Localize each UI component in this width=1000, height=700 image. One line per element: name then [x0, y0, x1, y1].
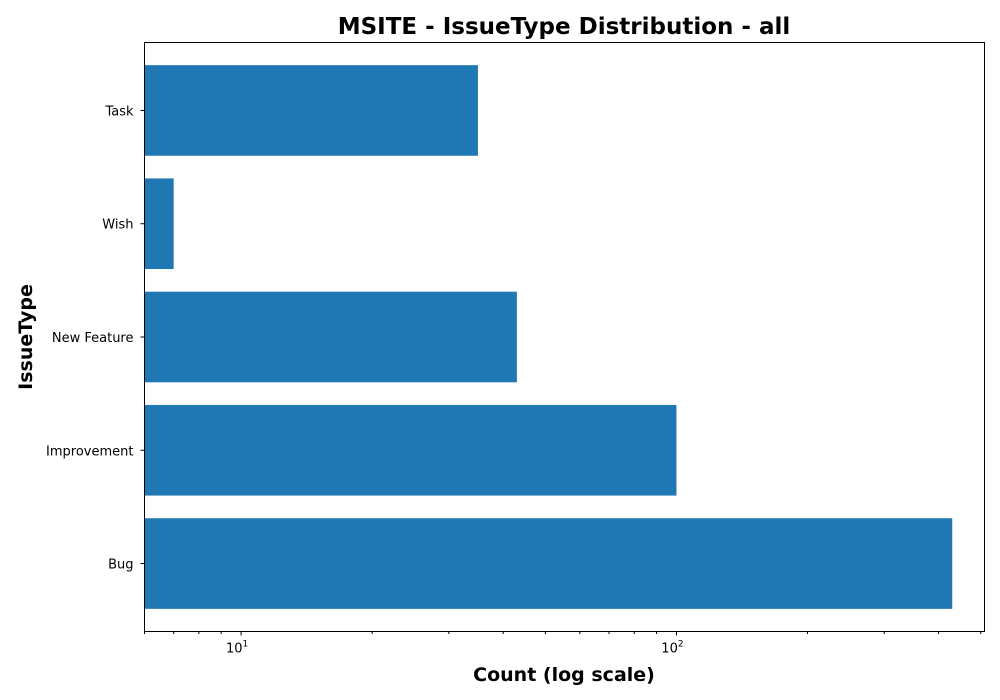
chart-title: MSITE - IssueType Distribution - all [338, 14, 791, 40]
y-axis-label: IssueType [15, 284, 37, 390]
bars-group [144, 65, 953, 609]
y-tick-label: Bug [108, 558, 133, 573]
y-tick-label: Wish [102, 218, 133, 233]
y-tick-label: Task [104, 104, 134, 119]
bar-wish [144, 178, 174, 270]
y-axis-ticks: Bug Improvement New Feature Wish Task [46, 104, 145, 573]
x-tick-label: 101 [226, 640, 248, 657]
y-tick-label: New Feature [52, 331, 134, 346]
x-axis-ticks: 101 102 [144, 631, 982, 657]
bar-improvement [144, 404, 677, 496]
bar-new-feature [144, 291, 517, 383]
y-tick-label: Improvement [46, 444, 133, 459]
x-axis-label: Count (log scale) [473, 664, 655, 686]
bar-task [144, 65, 478, 156]
bar-bug [144, 518, 953, 609]
x-tick-label: 102 [661, 640, 683, 657]
